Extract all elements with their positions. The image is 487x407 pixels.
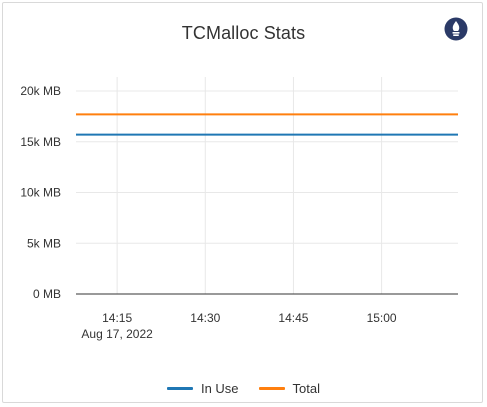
panel-title: TCMalloc Stats [181, 23, 306, 43]
chart-legend: In Use Total [3, 381, 484, 396]
y-tick-label: 15k MB [20, 135, 61, 149]
x-tick-label: 14:30 [190, 311, 220, 325]
legend-label-in-use: In Use [200, 381, 239, 396]
y-tick-label: 0 MB [33, 287, 61, 301]
y-tick-label: 5k MB [27, 236, 61, 250]
x-tick-date-label: Aug 17, 2022 [81, 327, 153, 341]
prometheus-icon[interactable] [444, 17, 468, 41]
x-tick-label: 14:15 [102, 311, 132, 325]
y-tick-label: 10k MB [20, 186, 61, 200]
chart-panel: TCMalloc Stats 0 MB 5k MB 10k MB 15k MB 20k … [2, 2, 483, 403]
legend-swatch-total [258, 387, 285, 390]
x-tick-label: 15:00 [367, 311, 397, 325]
x-tick-label: 14:45 [278, 311, 308, 325]
legend-item-total[interactable]: Total [258, 381, 321, 396]
line-chart: 0 MB 5k MB 10k MB 15k MB 20k MB 14:15 Aug 17, … [20, 77, 458, 341]
legend-item-in-use[interactable]: In Use [166, 381, 239, 396]
y-tick-label: 20k MB [20, 84, 61, 98]
legend-swatch-in-use [166, 387, 193, 390]
legend-label-total: Total [292, 381, 321, 396]
